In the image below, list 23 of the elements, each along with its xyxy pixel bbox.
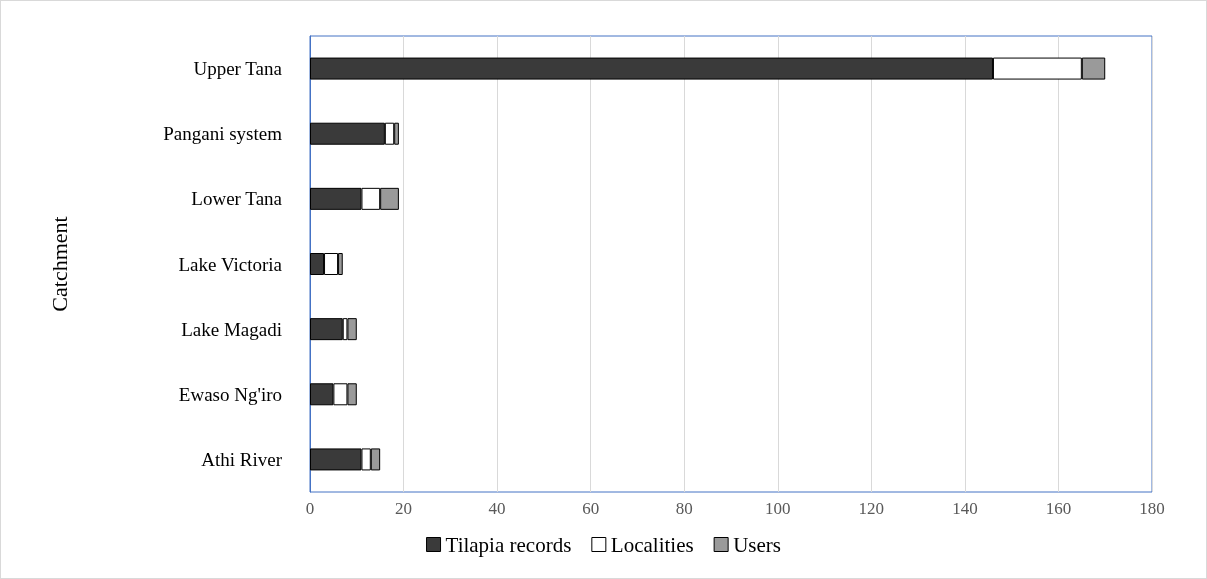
y-tick-label: Lower Tana xyxy=(191,188,283,210)
x-tick-label: 40 xyxy=(488,499,506,518)
x-tick-label: 0 xyxy=(305,499,315,518)
bar xyxy=(347,318,357,341)
x-tick-label: 120 xyxy=(858,499,885,518)
x-tick-label: 80 xyxy=(675,499,693,518)
x-tick-label: 160 xyxy=(1045,499,1072,518)
x-tick-label: 100 xyxy=(765,499,791,518)
y-tick-label: Ewaso Ng'iro xyxy=(178,383,282,405)
y-tick-label: Upper Tana xyxy=(193,58,283,80)
x-tick-label: 180 xyxy=(1139,499,1165,518)
y-tick-label: Lake Victoria xyxy=(178,253,283,275)
legend-label: Users xyxy=(733,532,781,557)
legend-label: Localities xyxy=(610,532,694,557)
x-tick-label: 60 xyxy=(582,499,600,518)
bar xyxy=(310,318,343,341)
y-tick-label: Lake Magadi xyxy=(181,318,282,340)
y-axis-title: Catchment xyxy=(46,216,72,312)
x-tick-label: 140 xyxy=(952,499,978,518)
y-tick-label: Pangani system xyxy=(163,123,283,145)
x-tick-label: 20 xyxy=(395,499,413,518)
y-tick-label: Athi River xyxy=(201,448,283,470)
legend-label: Tilapia records xyxy=(445,532,572,557)
